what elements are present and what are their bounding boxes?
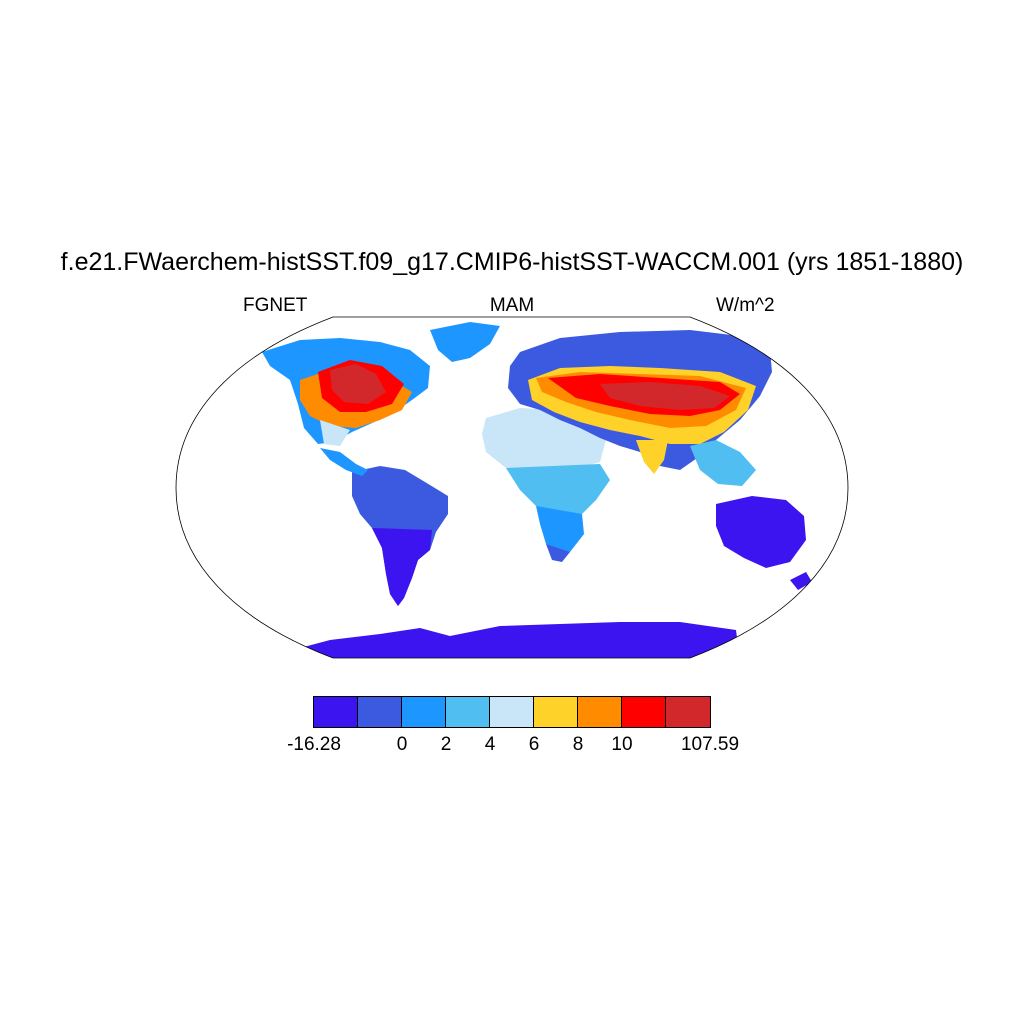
new-zealand xyxy=(790,572,812,590)
africa-tip xyxy=(546,544,570,562)
south-america-south xyxy=(372,528,432,606)
north-america-south xyxy=(320,420,350,446)
plot-title: f.e21.FWaerchem-histSST.f09_g17.CMIP6-hi… xyxy=(60,248,964,276)
india xyxy=(636,440,668,474)
australia xyxy=(716,496,806,568)
colorbar-box-6 xyxy=(578,697,622,727)
colorbar-box-3 xyxy=(446,697,490,727)
colorbar-box-2 xyxy=(402,697,446,727)
colorbar-box-1 xyxy=(358,697,402,727)
colorbar-label: 107.59 xyxy=(680,734,740,755)
central-america xyxy=(320,448,368,476)
eurasia-hottest xyxy=(600,382,730,410)
colorbar-box-0 xyxy=(314,697,358,727)
units-label: W/m^2 xyxy=(716,295,775,316)
colorbar-label: 4 xyxy=(484,734,496,755)
colorbar-label: 0 xyxy=(396,734,408,755)
colorbar-label: 6 xyxy=(528,734,540,755)
variable-label: FGNET xyxy=(243,295,308,316)
africa-mid xyxy=(506,464,610,516)
greenland xyxy=(430,322,500,362)
season-label: MAM xyxy=(489,295,535,316)
colorbar-box-7 xyxy=(622,697,666,727)
colorbar-label: -16.28 xyxy=(287,734,341,755)
southeast-asia xyxy=(690,440,756,486)
colorbar xyxy=(313,696,711,728)
north-america-hottest xyxy=(330,364,386,404)
colorbar-label: 8 xyxy=(572,734,584,755)
land-field xyxy=(262,322,812,658)
colorbar-label: 2 xyxy=(440,734,452,755)
map-outline xyxy=(175,316,849,659)
colorbar-label: 10 xyxy=(611,734,633,755)
antarctica xyxy=(300,622,740,658)
colorbar-box-8 xyxy=(666,697,710,727)
colorbar-box-4 xyxy=(490,697,534,727)
colorbar-box-5 xyxy=(534,697,578,727)
